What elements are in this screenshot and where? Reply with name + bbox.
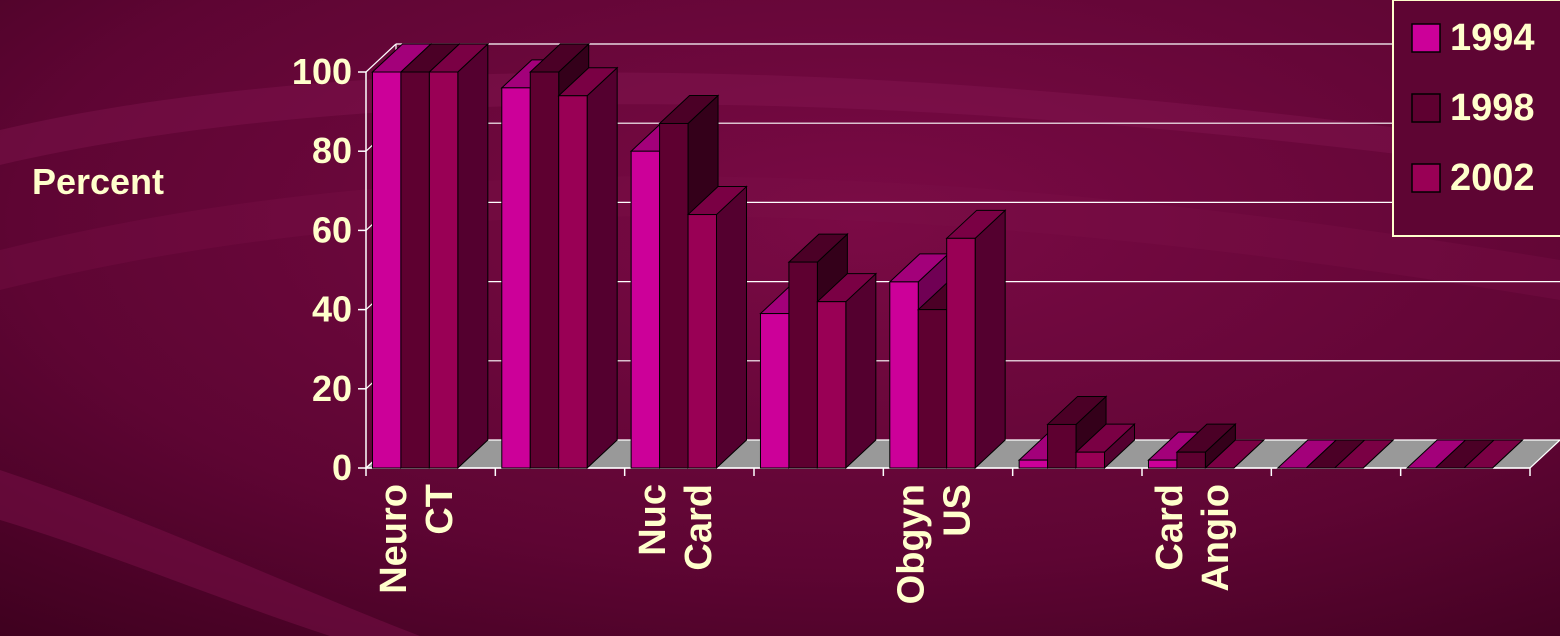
- legend-swatch: [1411, 93, 1441, 123]
- bar-2002-7: [1333, 439, 1395, 469]
- y-tick-label: 60: [312, 209, 352, 250]
- x-label-line: Card: [678, 484, 720, 571]
- bar-2002-0: [428, 42, 490, 470]
- bar-front: [428, 71, 459, 469]
- bar-side: [457, 42, 489, 470]
- x-label-line: US: [936, 484, 978, 537]
- legend-label: 1994: [1450, 17, 1535, 59]
- bar-front: [816, 301, 847, 469]
- y-tick-labels: 0 20 40 60 80 100: [292, 51, 352, 488]
- bar-top: [1333, 439, 1395, 469]
- bar-front: [889, 281, 919, 469]
- x-label-0: Neuro CT: [373, 484, 461, 594]
- bar-front: [1018, 459, 1049, 469]
- bar-front: [529, 71, 560, 469]
- bar-2002-2: [686, 185, 748, 470]
- x-label-line: Angio: [1195, 484, 1237, 592]
- y-tick-label: 40: [312, 289, 352, 330]
- bar-front: [1147, 459, 1178, 469]
- legend-label: 2002: [1450, 157, 1535, 199]
- legend-swatch: [1411, 23, 1441, 53]
- x-label-line: Neuro: [373, 484, 415, 594]
- bar-2002-8: [1462, 439, 1524, 469]
- bar-front: [558, 95, 588, 469]
- x-label-2: Nuc Card: [632, 484, 720, 571]
- bar-2002-6: [1204, 439, 1266, 469]
- legend-swatch: [1411, 163, 1441, 193]
- bars: [371, 42, 1524, 470]
- bar-front: [371, 71, 402, 469]
- bar-front: [788, 261, 818, 469]
- bar-2002-4: [945, 209, 1007, 470]
- bar-front: [400, 71, 430, 469]
- legend-item-2002: 2002: [1411, 157, 1535, 199]
- swoosh-bottom: [0, 470, 420, 636]
- bar-front: [659, 122, 689, 469]
- legend-item-1994: 1994: [1411, 17, 1535, 59]
- bar-front: [1047, 423, 1077, 469]
- y-tick-label: 20: [312, 368, 352, 409]
- bar-side: [845, 272, 877, 470]
- bar-front: [917, 309, 948, 469]
- x-label-line: Nuc: [632, 484, 674, 556]
- x-label-line: Card: [1149, 484, 1191, 571]
- gridline-side: [365, 43, 397, 73]
- bar-2002-3: [816, 272, 878, 470]
- bar-2002-1: [557, 66, 619, 470]
- bar-front: [1075, 451, 1105, 469]
- bar-side: [715, 185, 747, 470]
- x-label-line: Obgyn: [890, 484, 932, 604]
- bar-front: [1176, 451, 1206, 469]
- bar-1998-6: [1175, 423, 1237, 470]
- bar-side: [974, 209, 1006, 470]
- bar-2002-5: [1074, 423, 1136, 470]
- bar-front: [946, 237, 976, 469]
- x-label-4: Obgyn US: [890, 484, 978, 604]
- legend-item-1998: 1998: [1411, 87, 1535, 129]
- bar-front: [630, 150, 661, 469]
- bar-front: [687, 214, 717, 469]
- legend-label: 1998: [1450, 87, 1535, 129]
- y-tick-label: 100: [292, 51, 352, 92]
- x-label-line: CT: [419, 484, 461, 535]
- y-tick-label: 80: [312, 130, 352, 171]
- bar-front: [501, 87, 531, 469]
- legend: 1994 1998 2002: [1392, 0, 1560, 237]
- y-tick-label: 0: [332, 447, 352, 488]
- bar-top: [1462, 439, 1524, 469]
- bar-side: [586, 66, 618, 470]
- y-axis-label: Percent: [32, 161, 164, 202]
- bar-top: [1204, 439, 1266, 469]
- x-label-6: Card Angio: [1149, 484, 1237, 592]
- bar-front: [759, 313, 790, 469]
- x-category-labels: Neuro CT Nuc Card Obgyn US Card Angio: [373, 484, 1237, 604]
